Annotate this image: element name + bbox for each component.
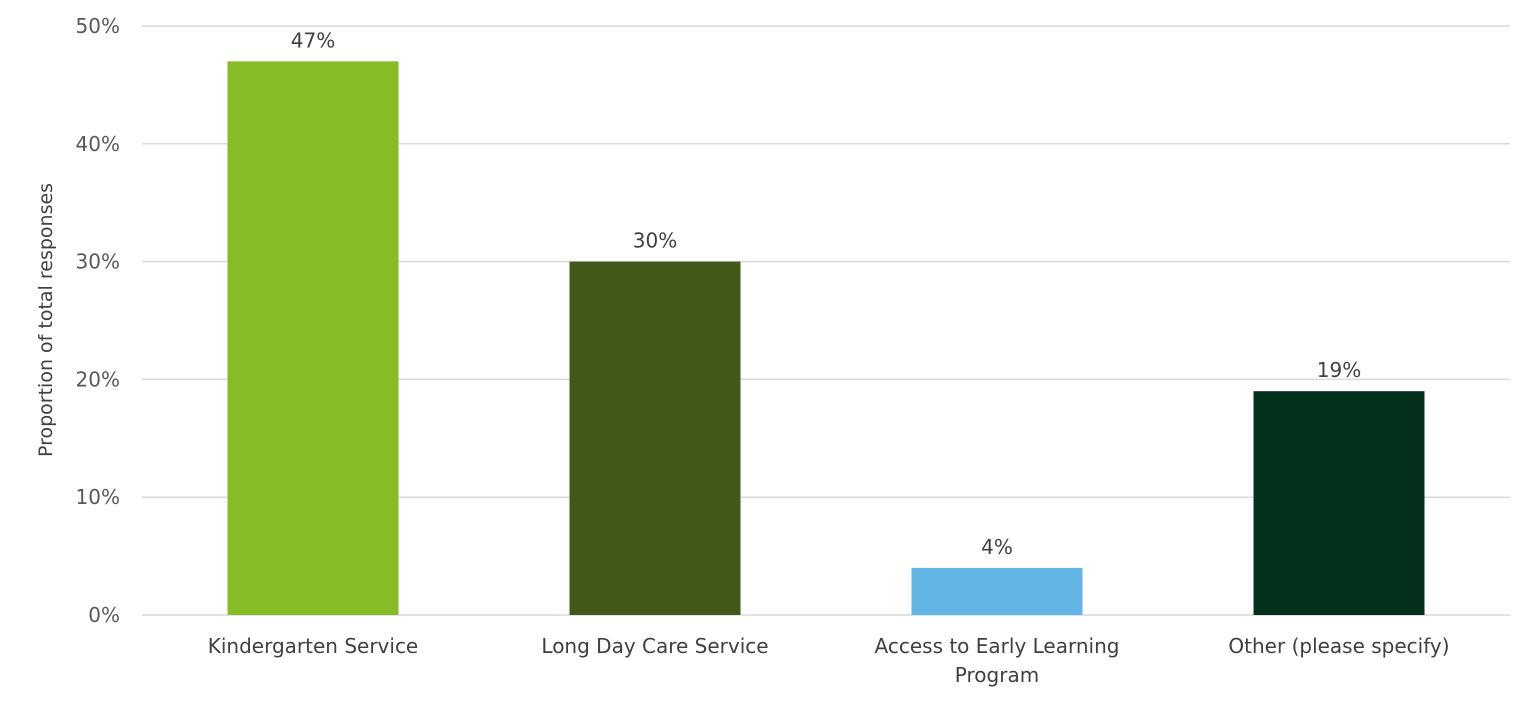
data-label: 30% <box>633 229 677 253</box>
y-axis-label: Proportion of total responses <box>35 183 57 457</box>
bars <box>227 61 1425 615</box>
category-label: Program <box>955 663 1039 687</box>
bar <box>1253 391 1425 615</box>
bar <box>227 61 399 615</box>
category-label: Long Day Care Service <box>541 634 768 658</box>
y-axis-ticks: 0% 10% 20% 30% 40% 50% <box>76 14 120 627</box>
bar <box>569 261 741 615</box>
category-label: Access to Early Learning <box>875 634 1120 658</box>
y-tick-label: 50% <box>76 14 120 38</box>
data-label: 47% <box>291 28 335 52</box>
data-label: 4% <box>981 535 1013 559</box>
y-tick-label: 10% <box>76 485 120 509</box>
y-tick-label: 40% <box>76 132 120 156</box>
data-labels: 47% 30% 4% 19% <box>291 28 1361 559</box>
x-axis-categories: Kindergarten Service Long Day Care Servic… <box>208 634 1450 687</box>
y-tick-label: 20% <box>76 367 120 391</box>
category-label: Other (please specify) <box>1228 634 1449 658</box>
data-label: 19% <box>1317 358 1361 382</box>
bar <box>911 567 1083 615</box>
category-label: Kindergarten Service <box>208 634 419 658</box>
y-tick-label: 0% <box>88 603 120 627</box>
y-tick-label: 30% <box>76 250 120 274</box>
